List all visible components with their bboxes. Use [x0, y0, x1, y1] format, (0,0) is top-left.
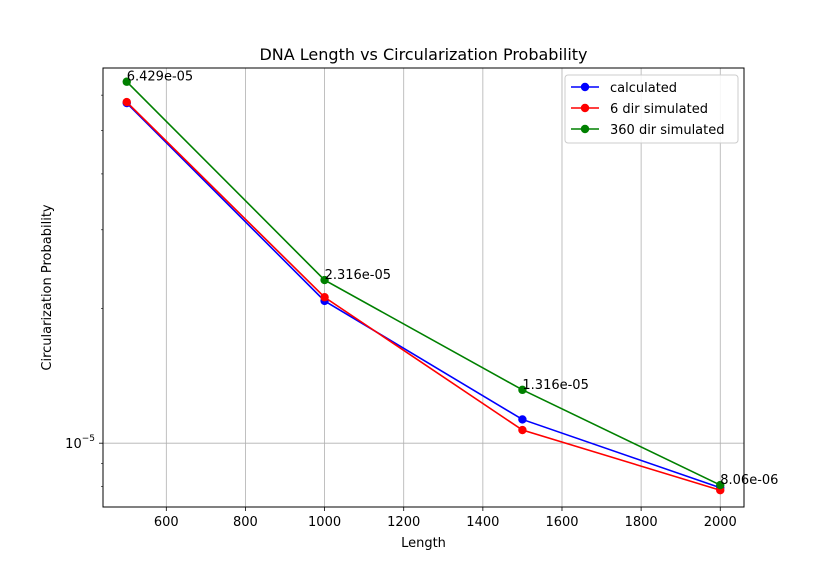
legend-box [564, 74, 739, 144]
x-tick-label: 600 [154, 515, 179, 530]
legend-entry: calculated [610, 81, 677, 96]
legend-marker [580, 82, 590, 92]
data-point [320, 275, 329, 285]
y-axis-label: Circularization Probability [40, 204, 55, 371]
series-line-2 [126, 81, 721, 486]
legend-entry: 6 dir simulated [610, 102, 708, 117]
x-tick-label: 1600 [545, 515, 578, 530]
data-point [320, 293, 329, 302]
plot-frame [102, 67, 745, 508]
x-tick-label: 1400 [466, 515, 499, 530]
y-axis: 10−5 [65, 94, 103, 487]
data-label: 8.06e-06 [720, 473, 778, 488]
series-line-0 [126, 102, 721, 489]
x-tick-label: 800 [233, 515, 258, 530]
data-label: 2.316e-05 [325, 268, 391, 283]
y-tick-label-exponent: −5 [82, 434, 95, 444]
data-label: 6.429e-05 [127, 70, 193, 85]
legend: calculated 6 dir simulated 360 dir simulat… [564, 74, 739, 144]
data-label: 1.316e-05 [522, 378, 588, 393]
x-tick-label: 1200 [387, 515, 420, 530]
data-point [716, 480, 725, 490]
data-point [518, 385, 527, 395]
x-axis: 600 800 1000 1200 1400 1600 1800 2000 [154, 507, 737, 530]
legend-marker [580, 103, 590, 113]
x-tick-label: 1000 [308, 515, 341, 530]
y-tick-label-base: 10 [65, 437, 82, 452]
x-tick-label: 1800 [625, 515, 658, 530]
y-tick-label: 10−5 [65, 434, 95, 452]
x-tick-label: 2000 [704, 515, 737, 530]
data-point [122, 97, 131, 107]
chart-title: DNA Length vs Circularization Probabilit… [259, 45, 587, 64]
x-axis-label: Length [401, 536, 446, 551]
series-line-1 [126, 101, 721, 491]
data-point [518, 425, 527, 435]
legend-marker [580, 124, 590, 134]
annotations: 6.429e-05 2.316e-05 1.316e-05 8.06e-06 [127, 70, 779, 488]
legend-entry: 360 dir simulated [610, 123, 725, 138]
data-point [122, 77, 131, 86]
data-point [518, 415, 527, 424]
series-layer [122, 77, 725, 495]
